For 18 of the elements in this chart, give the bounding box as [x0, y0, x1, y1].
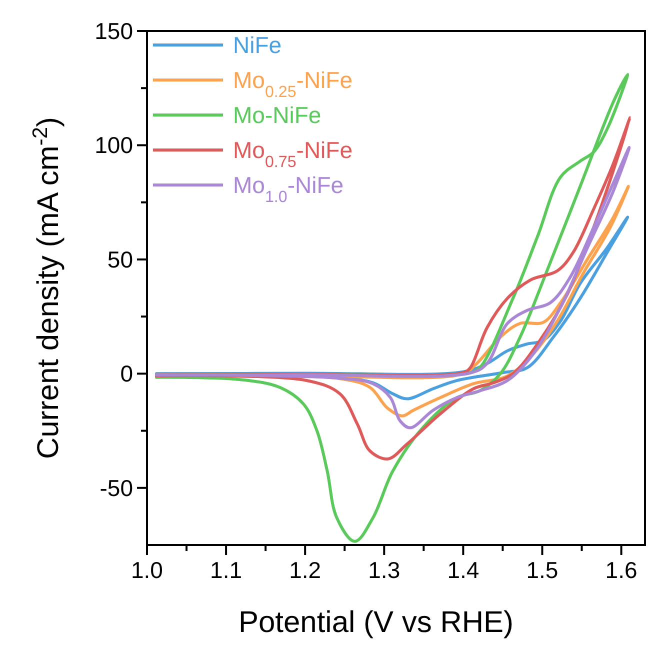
- x-tick-label: 1.4: [447, 557, 480, 583]
- x-axis-title: Potential (V vs RHE): [238, 606, 514, 639]
- y-tick-label: 0: [120, 360, 133, 387]
- y-tick-label: -50: [100, 474, 133, 501]
- x-tick-label: 1.1: [210, 557, 242, 583]
- x-tick-label: 1.0: [131, 557, 163, 583]
- y-tick-label: 50: [107, 246, 133, 272]
- legend-label: Mo$_{0.25}$-NiFe: [233, 67, 353, 101]
- legend-label: NiFe: [233, 32, 282, 58]
- y-tick-label: 150: [94, 18, 133, 44]
- y-tick-label: 100: [94, 132, 133, 158]
- x-tick-label: 1.5: [526, 557, 558, 583]
- legend-label: Mo$_{0.75}$-NiFe: [233, 137, 353, 171]
- x-tick-label: 1.3: [368, 557, 400, 583]
- x-tick-label: 1.6: [605, 557, 638, 583]
- legend-label: Mo-NiFe: [233, 102, 322, 128]
- legend-label: Mo$_{1.0}$-NiFe: [233, 172, 344, 206]
- x-tick-label: 1.2: [289, 557, 322, 583]
